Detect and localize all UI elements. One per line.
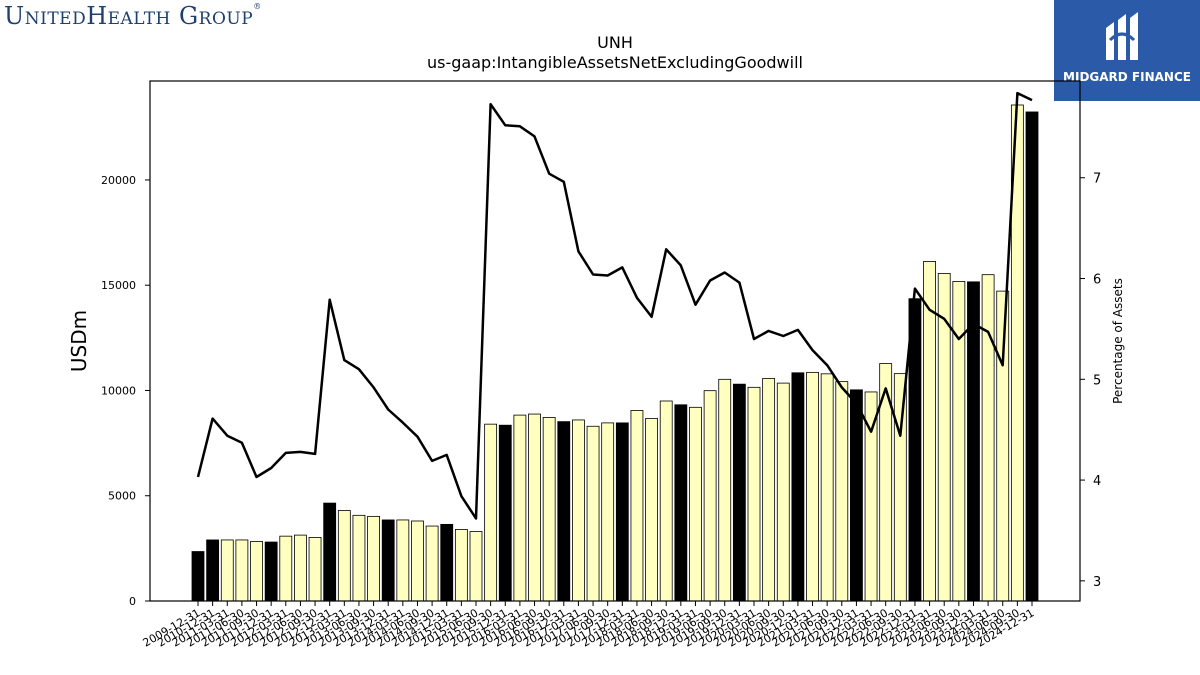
bar (337, 510, 351, 602)
bar (220, 539, 234, 602)
bar (396, 519, 410, 602)
bar (601, 422, 615, 602)
bar (674, 404, 688, 602)
bar (586, 425, 600, 602)
bar (981, 274, 995, 602)
bar (352, 514, 366, 602)
bar (732, 383, 746, 602)
bar (206, 539, 220, 602)
bar (820, 373, 834, 602)
percentage-line (196, 91, 1033, 520)
bar (952, 281, 966, 602)
y-tick-label: 20000 (101, 174, 136, 187)
bar (279, 535, 293, 602)
bar (513, 414, 527, 602)
registered-mark: ® (253, 2, 262, 11)
bar-series (191, 104, 1039, 602)
bar (528, 413, 541, 602)
bar (615, 422, 629, 602)
y-axis-label: USDm (67, 310, 91, 372)
bar (308, 537, 322, 602)
y-tick-label: 15000 (101, 279, 136, 292)
bar (659, 400, 673, 602)
bar (1025, 111, 1039, 602)
y-tick-label: 5000 (108, 490, 136, 503)
bar (411, 520, 424, 602)
y2-tick-label: 5 (1093, 373, 1101, 388)
bar (250, 541, 263, 602)
bar (425, 525, 439, 602)
y-tick-label: 10000 (101, 384, 136, 397)
line-series (196, 91, 1033, 520)
bar (762, 378, 776, 602)
plot-frame (149, 80, 1081, 602)
bar (791, 372, 805, 602)
bar (630, 410, 644, 602)
y2-tick-label: 7 (1093, 172, 1101, 187)
bar (835, 381, 849, 602)
bar (484, 423, 498, 602)
midgard-logo-text: MIDGARD FINANCE (1063, 70, 1191, 84)
y2-tick-label: 6 (1093, 273, 1101, 288)
bar (557, 421, 571, 602)
bar (689, 406, 702, 602)
unitedhealth-logo: UnitedHealth Group® (4, 2, 262, 30)
y2-tick-label: 4 (1093, 474, 1101, 489)
y2-tick-label: 3 (1093, 575, 1101, 590)
bar (454, 529, 468, 602)
unitedhealth-logo-text: UnitedHealth Group (4, 2, 254, 30)
chart-subtitle: us-gaap:IntangibleAssetsNetExcludingGood… (427, 53, 803, 72)
bar (264, 541, 278, 602)
midgard-logo-icon (1106, 12, 1138, 60)
bar (323, 502, 337, 602)
bar (645, 418, 658, 602)
bar (718, 378, 732, 602)
bar (191, 551, 205, 602)
bar (776, 382, 790, 602)
bar (381, 519, 395, 602)
bar (235, 539, 249, 602)
bar (850, 389, 863, 602)
bar (747, 386, 761, 602)
bar (806, 371, 819, 602)
bar (996, 290, 1010, 602)
bar (542, 417, 556, 602)
tick-labels: 05000100001500020000345672009-12-312010-… (101, 172, 1101, 650)
y2-axis-label: Percentage of Assets (1111, 278, 1125, 404)
bar (498, 424, 512, 602)
chart-title: UNH (597, 33, 633, 52)
axes (145, 80, 1085, 606)
bar (703, 390, 717, 602)
bar (440, 523, 454, 602)
bar (469, 531, 483, 602)
bar (908, 298, 922, 602)
bar (572, 419, 585, 602)
midgard-finance-logo: MIDGARD FINANCE (1054, 0, 1200, 101)
y-tick-label: 0 (129, 595, 136, 608)
bar (893, 373, 907, 602)
bar (294, 534, 307, 602)
bar (367, 515, 380, 602)
